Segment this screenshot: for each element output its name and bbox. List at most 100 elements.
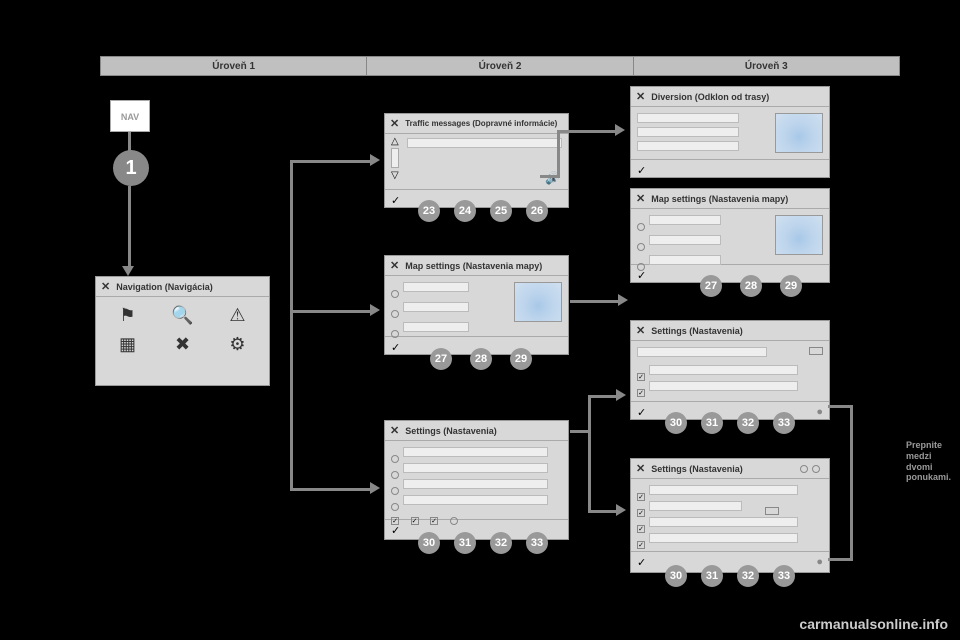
panel-title-text: Navigation (Navigácia) [116,282,213,292]
arrow-connector [128,186,131,266]
page-num: 23 [418,200,440,222]
watermark: carmanualsonline.info [799,616,948,632]
gear-icon[interactable]: ⚙ [214,334,261,355]
traffic-panel: ✕Traffic messages (Dopravné informácie) … [384,113,569,208]
arrow-head-icon [616,504,626,516]
panel-title-text: Settings (Nastavenia) [651,326,743,336]
page-num: 31 [701,412,723,434]
arrow-connector [570,430,590,433]
page-number-row: 30 31 32 33 [665,412,795,434]
arrow-connector [290,160,293,490]
page-num: 29 [780,275,802,297]
page-num: 32 [737,565,759,587]
settings-panel-right-2: ✕Settings (Nastavenia) ✓ ✓ ✓ ✓ ✓ ● [630,458,830,573]
page-num: 33 [526,532,548,554]
arrow-connector [588,395,618,398]
map-settings-panel-right: ✕Map settings (Nastavenia mapy) ✓ [630,188,830,283]
close-icon[interactable]: ✕ [636,462,645,475]
page-number-row: 23 24 25 26 [418,200,548,222]
page-num: 28 [470,348,492,370]
panel-title-text: Map settings (Nastavenia mapy) [405,261,542,271]
arrow-connector [128,132,131,152]
panel-title-text: Traffic messages (Dopravné informácie) [405,119,557,128]
page-num: 28 [740,275,762,297]
arrow-connector [570,300,620,303]
arrow-head-icon [370,304,380,316]
poi-icon[interactable]: ✖ [159,334,206,355]
traffic-icon[interactable]: ⚠ [214,305,261,326]
panel-title-text: Map settings (Nastavenia mapy) [651,194,788,204]
nav-button[interactable]: NAV [110,100,150,132]
close-icon[interactable]: ✕ [636,90,645,103]
header-col-2: Úroveň 2 [367,57,633,75]
step-number: 1 [113,150,149,186]
panel-title: ✕ Settings (Nastavenia) [631,459,829,479]
page-num: 30 [665,565,687,587]
page-num: 33 [773,565,795,587]
nav-icon-grid: ⚑ 🔍 ⚠ ▦ ✖ ⚙ [96,297,269,363]
flag-icon[interactable]: ⚑ [104,305,151,326]
panel-title: ✕ Map settings (Nastavenia mapy) [631,189,829,209]
confirm-button[interactable]: ✓ [631,159,829,181]
arrow-connector [588,395,591,513]
arrow-connector [290,488,370,491]
header-col-1: Úroveň 1 [101,57,367,75]
arrow-head-icon [615,124,625,136]
page-num: 29 [510,348,532,370]
page-num: 32 [490,532,512,554]
panel-title-text: Diversion (Odklon od trasy) [651,92,769,102]
panel-title: ✕ Settings (Nastavenia) [385,421,568,441]
settings-panel-right-1: ✕Settings (Nastavenia) ✓ ✓ ✓ ● [630,320,830,420]
close-icon[interactable]: ✕ [101,280,110,293]
close-icon[interactable]: ✕ [636,324,645,337]
page-num: 30 [665,412,687,434]
panel-title: ✕ Map settings (Nastavenia mapy) [385,256,568,276]
page-number-row: 27 28 29 [700,275,802,297]
map-settings-panel-mid: ✕Map settings (Nastavenia mapy) ✓ [384,255,569,355]
close-icon[interactable]: ✕ [390,424,399,437]
diversion-panel: ✕ Diversion (Odklon od trasy) ✓ [630,86,830,178]
page-number-row: 30 31 32 33 [418,532,548,554]
page-num: 24 [454,200,476,222]
arrow-connector [828,405,853,408]
search-icon[interactable]: 🔍 [159,305,206,326]
map-preview [775,113,823,153]
header-col-3: Úroveň 3 [634,57,899,75]
panel-title-text: Settings (Nastavenia) [405,426,497,436]
page-num: 31 [701,565,723,587]
settings-panel-mid: ✕Settings (Nastavenia) ✓ ✓ ✓ ✓ [384,420,569,540]
menu-level-header: Úroveň 1 Úroveň 2 Úroveň 3 [100,56,900,76]
side-note-text: Prepnite medzi dvomi ponukami. [906,440,954,483]
map-preview [775,215,823,255]
panel-title: ✕ Diversion (Odklon od trasy) [631,87,829,107]
arrow-connector [850,405,853,560]
page-num: 27 [430,348,452,370]
navigation-panel: ✕ Navigation (Navigácia) ⚑ 🔍 ⚠ ▦ ✖ ⚙ [95,276,270,386]
arrow-connector [557,130,617,133]
arrow-head-icon [616,389,626,401]
panel-title-text: Settings (Nastavenia) [651,464,743,474]
close-icon[interactable]: ✕ [390,117,399,130]
page-num: 30 [418,532,440,554]
panel-title: ✕ Navigation (Navigácia) [96,277,269,297]
arrow-connector [290,160,370,163]
arrow-connector [588,510,618,513]
map-preview [514,282,562,322]
page-number-row: 30 31 32 33 [665,565,795,587]
map-icon[interactable]: ▦ [104,334,151,355]
page-num: 25 [490,200,512,222]
arrow-head-icon [122,266,134,276]
arrow-connector [290,310,370,313]
close-icon[interactable]: ✕ [636,192,645,205]
panel-title: ✕ Traffic messages (Dopravné informácie) [385,114,568,134]
close-icon[interactable]: ✕ [390,259,399,272]
arrow-connector [557,130,560,178]
page-num: 33 [773,412,795,434]
panel-title: ✕ Settings (Nastavenia) [631,321,829,341]
arrow-head-icon [370,154,380,166]
arrow-head-icon [618,294,628,306]
page-num: 31 [454,532,476,554]
page-number-row: 27 28 29 [430,348,532,370]
page-num: 32 [737,412,759,434]
page-num: 27 [700,275,722,297]
